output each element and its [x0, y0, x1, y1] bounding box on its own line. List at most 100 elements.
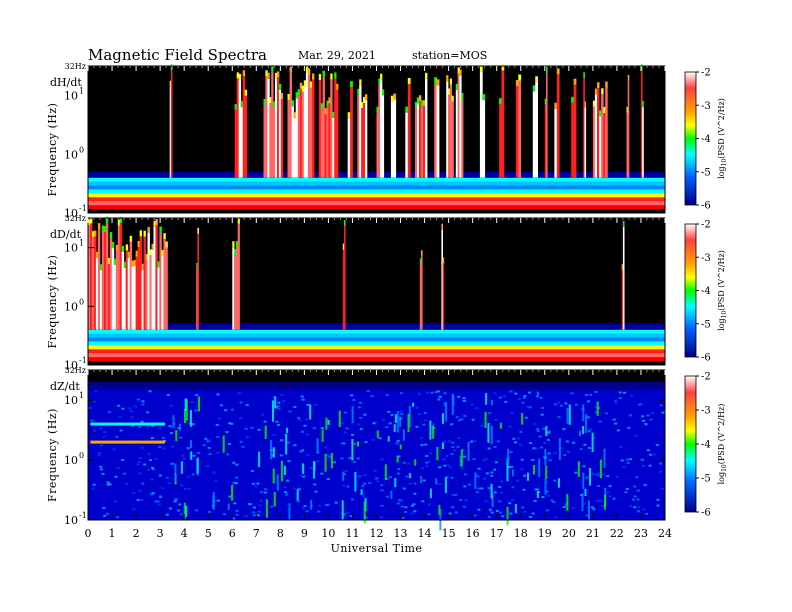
spectral-noise	[344, 470, 348, 472]
spectral-noise	[279, 428, 283, 431]
burst-column	[332, 118, 335, 178]
spectral-noise	[138, 457, 142, 460]
spectral-noise	[618, 472, 622, 475]
spectral-noise	[369, 425, 373, 428]
spectral-noise	[151, 394, 155, 397]
spectral-noise	[482, 477, 486, 480]
spectral-noise	[206, 465, 210, 468]
spectral-noise	[423, 412, 427, 414]
burst-column-edge	[169, 80, 172, 87]
burst-column	[582, 404, 585, 422]
spectral-noise	[553, 452, 557, 455]
spectral-noise	[284, 491, 288, 494]
spectral-noise	[561, 445, 565, 448]
spectral-noise	[197, 451, 201, 454]
spectral-noise	[208, 453, 212, 455]
spectral-noise	[541, 496, 545, 498]
spectral-noise	[541, 458, 545, 461]
spectral-noise	[412, 503, 416, 506]
burst-column	[436, 446, 439, 461]
spectral-noise	[106, 481, 110, 484]
spectral-noise	[510, 466, 514, 468]
burst-column-edge	[421, 100, 424, 107]
spectral-noise	[263, 491, 267, 494]
panel-name-label: dZ/dt	[50, 380, 80, 393]
spectral-noise	[614, 422, 618, 425]
spectral-noise	[623, 455, 626, 458]
spectral-noise	[562, 501, 566, 504]
spectral-noise	[138, 489, 142, 492]
burst-column	[97, 229, 101, 330]
y-tick-label: 10	[64, 359, 78, 372]
spectral-noise	[420, 444, 424, 446]
spectral-noise	[490, 511, 494, 514]
spectral-noise	[365, 516, 369, 519]
burst-column	[244, 95, 248, 178]
burst-column	[143, 236, 146, 330]
spectral-noise	[548, 437, 552, 440]
burst-column	[357, 94, 360, 178]
spectral-noise	[642, 419, 645, 422]
spectral-noise	[215, 424, 219, 426]
spectral-noise	[192, 390, 196, 393]
spectral-noise	[549, 470, 553, 472]
burst-column	[147, 233, 150, 330]
burst-column-edge	[165, 241, 168, 248]
spectral-noise	[463, 485, 467, 488]
spectral-noise	[451, 506, 455, 509]
spectral-noise	[445, 476, 449, 478]
spectral-noise	[442, 440, 446, 443]
activity-burst	[455, 67, 464, 178]
x-tick-label: 15	[442, 527, 456, 540]
burst-column	[460, 450, 463, 467]
spectral-noise	[509, 390, 513, 393]
burst-column	[421, 256, 423, 330]
y-tick-exponent: -1	[79, 356, 87, 365]
spectral-noise	[450, 476, 454, 479]
spectral-noise	[450, 453, 454, 456]
spectral-noise	[112, 448, 116, 451]
burst-column	[309, 87, 313, 178]
spectral-noise	[652, 453, 656, 456]
burst-column	[582, 472, 585, 490]
spectral-noise	[317, 510, 321, 513]
spectral-noise	[140, 499, 144, 501]
spectral-noise	[150, 437, 154, 440]
spectral-noise	[136, 400, 140, 402]
burst-column-edge	[318, 74, 322, 80]
spectral-noise	[547, 452, 551, 455]
spectral-noise	[267, 466, 271, 469]
spectral-noise	[250, 470, 254, 473]
burst-column-edge	[240, 101, 244, 108]
burst-column-edge	[434, 77, 437, 84]
spectral-noise	[303, 424, 307, 427]
spectral-noise	[480, 487, 484, 490]
colorbar: -2 -3 -4 -5 -6 log10(PSD (V^2/Hz)	[684, 372, 728, 519]
y-tick-label: 10	[64, 207, 78, 220]
spectral-noise	[582, 502, 586, 505]
spectral-noise	[258, 504, 262, 507]
colorbar-tick-label: -3	[701, 406, 711, 417]
burst-column-edge	[273, 101, 276, 108]
burst-column	[296, 489, 299, 501]
burst-column	[242, 76, 246, 178]
burst-column	[415, 107, 418, 178]
spectral-noise	[547, 430, 551, 433]
spectral-noise	[633, 485, 637, 488]
spectral-noise	[388, 476, 392, 479]
spectral-noise	[650, 412, 654, 414]
burst-column	[113, 264, 117, 330]
spectral-noise	[232, 517, 235, 520]
spectral-noise	[584, 508, 588, 511]
spectral-noise	[362, 495, 366, 498]
spectral-noise	[443, 392, 447, 395]
spectral-noise	[616, 429, 620, 432]
spectral-noise	[270, 505, 274, 508]
burst-column	[183, 502, 186, 520]
spectral-noise	[439, 441, 443, 444]
y-axis-label: Frequency (Hz)	[46, 255, 59, 349]
burst-column-edge	[334, 72, 337, 79]
burst-column	[417, 103, 420, 178]
spectral-noise	[190, 401, 194, 403]
spectral-noise	[246, 513, 250, 516]
